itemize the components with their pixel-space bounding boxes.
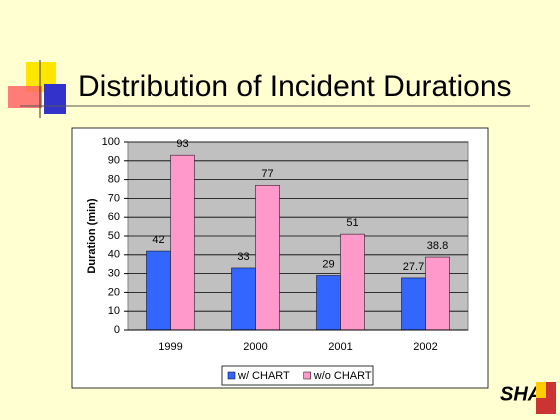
- bar: [255, 184, 280, 331]
- y-tick-label: 70: [108, 192, 120, 204]
- y-axis-label: Duration (min): [86, 198, 98, 273]
- logo-flag: [536, 382, 546, 398]
- data-label: 51: [346, 217, 358, 229]
- bar: [401, 277, 426, 331]
- y-tick-label: 60: [108, 211, 120, 223]
- y-tick-label: 40: [108, 249, 120, 261]
- y-tick-label: 0: [114, 324, 120, 336]
- bar: [340, 233, 365, 331]
- y-tick-label: 80: [108, 174, 120, 186]
- deco-square: [44, 84, 66, 114]
- y-tick-label: 100: [102, 136, 120, 148]
- bar: [146, 250, 171, 331]
- logo: SHA: [500, 383, 542, 405]
- data-label: 77: [261, 168, 273, 180]
- data-label: 93: [176, 138, 188, 150]
- legend-label: w/ CHART: [237, 370, 290, 382]
- y-tick-label: 90: [108, 155, 120, 167]
- data-label: 33: [237, 251, 249, 263]
- data-label: 27.7: [403, 261, 424, 273]
- bar: [231, 267, 256, 331]
- legend-swatch: [227, 371, 236, 380]
- x-tick-label: 2000: [243, 341, 267, 353]
- x-tick-label: 2002: [413, 341, 437, 353]
- x-tick-label: 2001: [328, 341, 352, 353]
- bar: [170, 154, 195, 331]
- legend-box: [221, 365, 374, 386]
- x-tick-label: 1999: [158, 341, 182, 353]
- bar: [316, 275, 341, 331]
- y-tick-label: 30: [108, 268, 120, 280]
- y-tick-label: 20: [108, 286, 120, 298]
- legend-label: w/o CHART: [313, 370, 372, 382]
- data-label: 42: [152, 234, 164, 246]
- data-label: 29: [322, 258, 334, 270]
- bar: [425, 256, 450, 331]
- y-tick-label: 10: [108, 305, 120, 317]
- legend-swatch: [303, 371, 311, 380]
- data-label: 38.8: [427, 240, 448, 252]
- chart-title: Distribution of Incident Durations: [78, 70, 512, 103]
- deco-square: [8, 86, 42, 108]
- y-tick-label: 50: [108, 230, 120, 242]
